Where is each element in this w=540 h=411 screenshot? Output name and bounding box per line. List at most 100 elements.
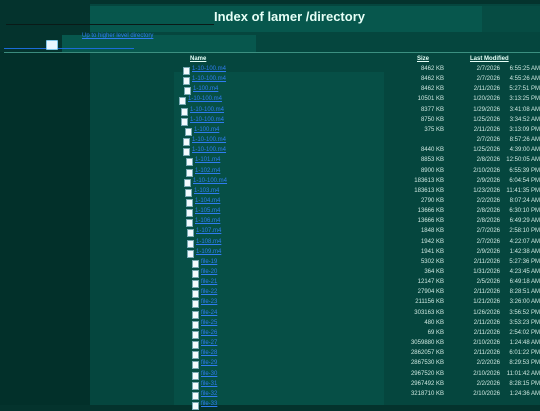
- file-time: 6:01:22 PM: [509, 350, 540, 357]
- file-time: 2:54:02 PM: [509, 329, 540, 336]
- file-icon: [192, 371, 199, 380]
- file-link[interactable]: file-25: [201, 319, 218, 326]
- file-link[interactable]: 1-100.m4: [193, 86, 219, 93]
- file-time: 5:27:51 PM: [509, 86, 540, 93]
- file-size: 8440 KB: [420, 147, 444, 154]
- file-link[interactable]: 1-107.m4: [196, 228, 222, 235]
- file-link[interactable]: file-24: [201, 309, 218, 316]
- folder-icon[interactable]: [46, 40, 58, 50]
- file-time: 4:23:45 AM: [509, 269, 540, 275]
- file-link[interactable]: file-30: [201, 370, 218, 377]
- file-icon: [183, 77, 190, 86]
- file-link[interactable]: 1-101.m4: [195, 157, 221, 164]
- file-link[interactable]: file-21: [201, 279, 218, 286]
- file-size: 13666 KB: [417, 208, 444, 215]
- file-size: 69 KB: [427, 329, 444, 336]
- file-date: 1/25/2026: [473, 147, 500, 154]
- file-link[interactable]: file-20: [201, 269, 218, 275]
- table-row: 1-10-100.m4 2/7/2026 8:57:26 AM: [174, 137, 540, 147]
- file-size: 3059880 KB: [410, 340, 444, 347]
- file-listing: Name Size Last Modified 1-10-100.m4 8462 …: [174, 56, 540, 410]
- file-size: 8462 KB: [420, 76, 444, 83]
- table-row: 1-106.m4 13666 KB 2/8/2026 6:49:29 AM: [174, 218, 540, 228]
- file-link[interactable]: file-19: [201, 258, 218, 265]
- file-date: 2/7/2026: [476, 76, 500, 83]
- file-link[interactable]: 1-10-100.m4: [188, 96, 223, 103]
- file-link[interactable]: file-27: [201, 340, 218, 347]
- listing-background: [174, 72, 384, 405]
- file-link[interactable]: 1-10-100.m4: [190, 116, 225, 123]
- file-link[interactable]: file-32: [201, 390, 218, 397]
- file-link[interactable]: file-33: [201, 400, 218, 407]
- file-icon: [187, 249, 194, 258]
- file-link[interactable]: file-26: [201, 329, 218, 336]
- file-link[interactable]: 1-106.m4: [195, 218, 221, 225]
- file-link[interactable]: 1-103.m4: [194, 187, 220, 194]
- file-time: 1:24:36 AM: [509, 390, 540, 397]
- column-header-modified[interactable]: Last Modified: [470, 56, 509, 62]
- file-date: 2/10/2026: [473, 390, 500, 397]
- file-icon: [192, 290, 199, 299]
- file-size: 211156 KB: [415, 299, 444, 306]
- file-date: 2/2/2026: [476, 380, 500, 387]
- file-date: 2/9/2026: [476, 177, 500, 184]
- table-row: 1-108.m4 1942 KB 2/7/2026 4:22:07 AM: [174, 239, 540, 249]
- file-link[interactable]: file-29: [201, 360, 218, 367]
- table-row: file-33: [174, 401, 540, 411]
- column-header-name[interactable]: Name: [190, 56, 207, 62]
- file-link[interactable]: file-23: [201, 299, 218, 306]
- file-date: 2/11/2026: [473, 350, 500, 357]
- file-icon: [187, 239, 194, 248]
- file-size: 183613 KB: [414, 187, 444, 194]
- file-date: 2/11/2026: [473, 126, 500, 133]
- file-link[interactable]: 1-10-100.m4: [192, 76, 227, 83]
- file-link[interactable]: 1-10-100.m4: [192, 147, 227, 154]
- file-icon: [192, 351, 199, 360]
- table-row: 1-101.m4 8853 KB 2/8/2026 12:50:05 AM: [174, 157, 540, 167]
- file-link[interactable]: 1-10-100.m4: [190, 106, 225, 113]
- file-link[interactable]: file-22: [201, 289, 218, 296]
- table-row: file-21 12147 KB 2/5/2026 6:49:18 AM: [174, 279, 540, 289]
- left-panel: [0, 52, 90, 405]
- file-date: 2/7/2026: [476, 238, 500, 245]
- file-date: 2/8/2026: [476, 218, 500, 225]
- file-icon: [183, 138, 190, 147]
- file-date: 2/11/2026: [473, 319, 500, 326]
- table-row: 1-10-100.m4 8462 KB 2/7/2026 4:55:26 AM: [174, 76, 540, 86]
- file-link[interactable]: 1-105.m4: [195, 208, 221, 215]
- file-link[interactable]: 1-108.m4: [196, 238, 222, 245]
- file-link[interactable]: file-28: [201, 350, 218, 357]
- file-link[interactable]: file-31: [201, 380, 218, 387]
- column-header-size[interactable]: Size: [417, 56, 430, 62]
- file-date: 2/7/2026: [476, 137, 500, 144]
- file-icon: [184, 87, 191, 96]
- file-link[interactable]: 1-102.m4: [195, 167, 221, 174]
- table-row: 1-100.m4 375 KB 2/11/2026 3:13:09 PM: [174, 127, 540, 137]
- file-time: 8:28:51 AM: [509, 289, 540, 296]
- table-row: 1-103.m4 183613 KB 1/23/2026 11:41:35 PM: [174, 188, 540, 198]
- file-icon: [192, 381, 199, 390]
- file-time: 8:57:26 AM: [509, 137, 540, 144]
- file-link[interactable]: 1-10-100.m4: [192, 66, 227, 72]
- file-date: 2/10/2026: [473, 167, 500, 174]
- table-row: file-24 303163 KB 1/26/2026 3:56:52 PM: [174, 310, 540, 320]
- file-link[interactable]: 1-109.m4: [196, 248, 222, 255]
- table-row: 1-104.m4 2790 KB 2/2/2026 8:07:24 AM: [174, 198, 540, 208]
- file-link[interactable]: 1-10-100.m4: [193, 177, 228, 184]
- file-link[interactable]: 1-100.m4: [194, 126, 220, 133]
- file-date: 2/7/2026: [476, 66, 500, 72]
- file-size: 8462 KB: [420, 66, 444, 72]
- file-size: 303163 KB: [414, 309, 444, 316]
- table-row: file-29 2867530 KB 2/2/2026 8:29:53 PM: [174, 360, 540, 370]
- file-icon: [192, 280, 199, 289]
- file-time: 3:53:23 PM: [509, 319, 540, 326]
- file-time: 8:07:24 AM: [509, 197, 540, 204]
- file-size: 2967492 KB: [410, 380, 444, 387]
- file-size: 8900 KB: [420, 167, 444, 174]
- file-time: 6:30:10 PM: [509, 208, 540, 215]
- file-icon: [187, 229, 194, 238]
- file-link[interactable]: 1-10-100.m4: [192, 137, 227, 144]
- file-link[interactable]: 1-104.m4: [195, 197, 221, 204]
- file-date: 2/8/2026: [476, 157, 500, 164]
- parent-directory-link[interactable]: Up to higher level directory: [82, 33, 154, 39]
